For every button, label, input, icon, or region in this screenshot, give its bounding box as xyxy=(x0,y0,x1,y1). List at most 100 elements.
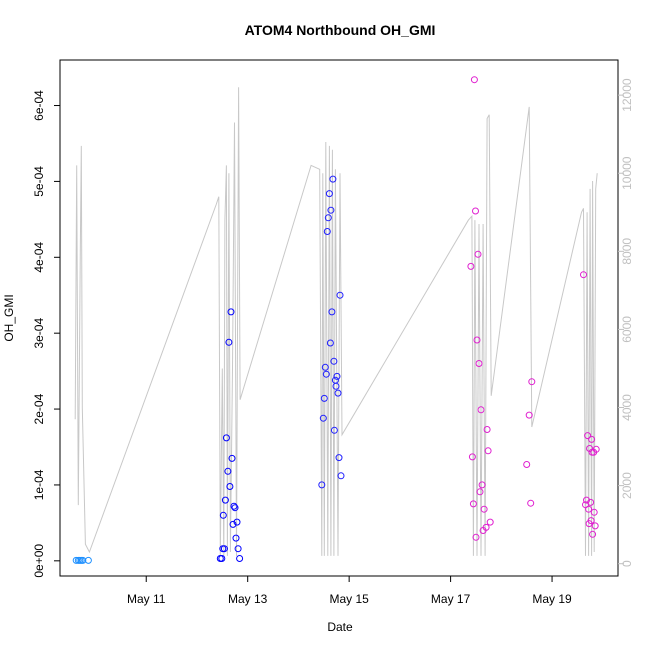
data-point-series-5 xyxy=(587,498,595,506)
data-point-series-5 xyxy=(592,445,600,453)
data-point-series-4 xyxy=(480,505,488,513)
data-point-series-1 xyxy=(72,556,80,564)
data-point-series-4 xyxy=(474,250,482,258)
data-point-series-2 xyxy=(229,520,237,528)
x-tick-label: May 15 xyxy=(329,592,369,606)
data-point-series-2 xyxy=(222,434,230,442)
data-point-series-3 xyxy=(330,357,338,365)
data-point-series-2 xyxy=(230,502,238,510)
data-point-series-3 xyxy=(337,472,345,480)
data-point-series-5 xyxy=(587,517,595,525)
y-tick-label: 4e-04 xyxy=(32,242,46,273)
data-point-series-2 xyxy=(226,483,234,490)
data-point-series-4 xyxy=(475,360,483,367)
y-tick-label: 3e-04 xyxy=(32,318,46,349)
y2-tick-label: 2000 xyxy=(620,472,634,499)
data-point-series-3 xyxy=(330,426,338,434)
y-tick-label: 6e-04 xyxy=(32,90,46,121)
axes-layer: May 11 May 13 May 15 May 17 May 19 0e+00 1e-04… xyxy=(32,78,634,606)
data-point-series-5 xyxy=(583,496,590,504)
data-point-series-5 xyxy=(527,499,535,507)
data-point-series-3 xyxy=(319,414,327,422)
data-point-series-2 xyxy=(225,338,233,346)
y2-tick-label: 4000 xyxy=(620,394,634,421)
data-point-series-4 xyxy=(468,453,476,461)
data-points-layer xyxy=(72,76,600,564)
data-point-series-3 xyxy=(318,481,326,489)
plot-frame xyxy=(59,59,619,577)
y2-tick-label: 8000 xyxy=(620,238,634,265)
x-tick-label: May 19 xyxy=(532,592,572,606)
x-tick-label: May 11 xyxy=(127,592,166,606)
data-point-series-4 xyxy=(476,488,484,496)
data-point-series-1 xyxy=(84,556,92,564)
data-point-series-2 xyxy=(232,534,240,542)
y-tick-label: 0e+00 xyxy=(32,544,46,578)
data-point-series-4 xyxy=(483,426,491,433)
data-point-series-5 xyxy=(584,432,592,440)
data-point-series-2 xyxy=(228,454,236,462)
y-tick-label: 2e-04 xyxy=(32,393,46,424)
data-point-series-4 xyxy=(467,262,475,270)
data-point-series-4 xyxy=(472,533,480,541)
data-point-series-3 xyxy=(336,291,344,299)
data-point-series-5 xyxy=(528,378,536,386)
data-point-series-3 xyxy=(334,389,342,397)
data-point-series-3 xyxy=(333,372,341,380)
data-point-series-2 xyxy=(218,555,226,562)
y2-tick-label: 10000 xyxy=(620,156,634,190)
data-point-series-3 xyxy=(322,370,330,378)
data-point-series-2 xyxy=(224,467,232,475)
altitude-line-layer xyxy=(74,87,598,556)
data-point-series-4 xyxy=(470,76,478,84)
y2-tick-label: 0 xyxy=(620,560,634,567)
y-tick-label: 5e-04 xyxy=(32,166,46,197)
data-point-series-5 xyxy=(590,508,598,516)
data-point-series-3 xyxy=(324,214,332,222)
y-axis-label: OH_GMI xyxy=(2,294,16,341)
data-point-series-2 xyxy=(231,504,239,512)
data-point-series-3 xyxy=(328,308,336,316)
data-point-series-4 xyxy=(477,406,485,414)
data-point-series-2 xyxy=(233,518,241,526)
data-point-series-4 xyxy=(482,523,490,531)
data-point-series-2 xyxy=(234,545,242,553)
data-point-series-2 xyxy=(221,496,229,504)
data-point-series-2 xyxy=(220,545,228,553)
data-point-series-3 xyxy=(327,206,335,214)
data-point-series-2 xyxy=(219,511,227,519)
data-point-series-5 xyxy=(588,435,596,443)
data-point-series-4 xyxy=(472,207,479,215)
data-point-series-3 xyxy=(329,175,337,183)
data-point-series-2 xyxy=(227,308,235,316)
y2-tick-label: 12000 xyxy=(620,78,634,112)
data-point-series-3 xyxy=(321,363,329,371)
data-point-series-3 xyxy=(323,228,331,235)
data-point-series-3 xyxy=(335,454,343,462)
data-point-series-2 xyxy=(236,555,244,562)
data-point-series-5 xyxy=(589,530,597,538)
data-point-series-3 xyxy=(325,190,333,198)
data-point-series-3 xyxy=(320,394,328,402)
y2-tick-label: 6000 xyxy=(620,316,634,343)
x-tick-label: May 13 xyxy=(228,592,268,606)
altitude-line xyxy=(74,87,598,556)
chart-title: ATOM4 Northbound OH_GMI xyxy=(245,22,436,38)
data-point-series-5 xyxy=(523,461,531,468)
x-axis-label: Date xyxy=(327,620,353,634)
data-point-series-4 xyxy=(473,336,481,344)
y-tick-label: 1e-04 xyxy=(32,469,46,500)
data-point-series-5 xyxy=(585,505,593,513)
data-point-series-4 xyxy=(478,481,486,489)
data-point-series-4 xyxy=(469,500,477,508)
data-point-series-5 xyxy=(591,522,599,530)
data-point-series-4 xyxy=(486,518,494,526)
data-point-series-5 xyxy=(580,271,587,279)
data-point-series-4 xyxy=(484,447,492,455)
x-tick-label: May 17 xyxy=(431,592,471,606)
data-point-series-3 xyxy=(332,382,340,390)
data-point-series-3 xyxy=(326,339,334,347)
data-point-series-5 xyxy=(525,411,533,419)
